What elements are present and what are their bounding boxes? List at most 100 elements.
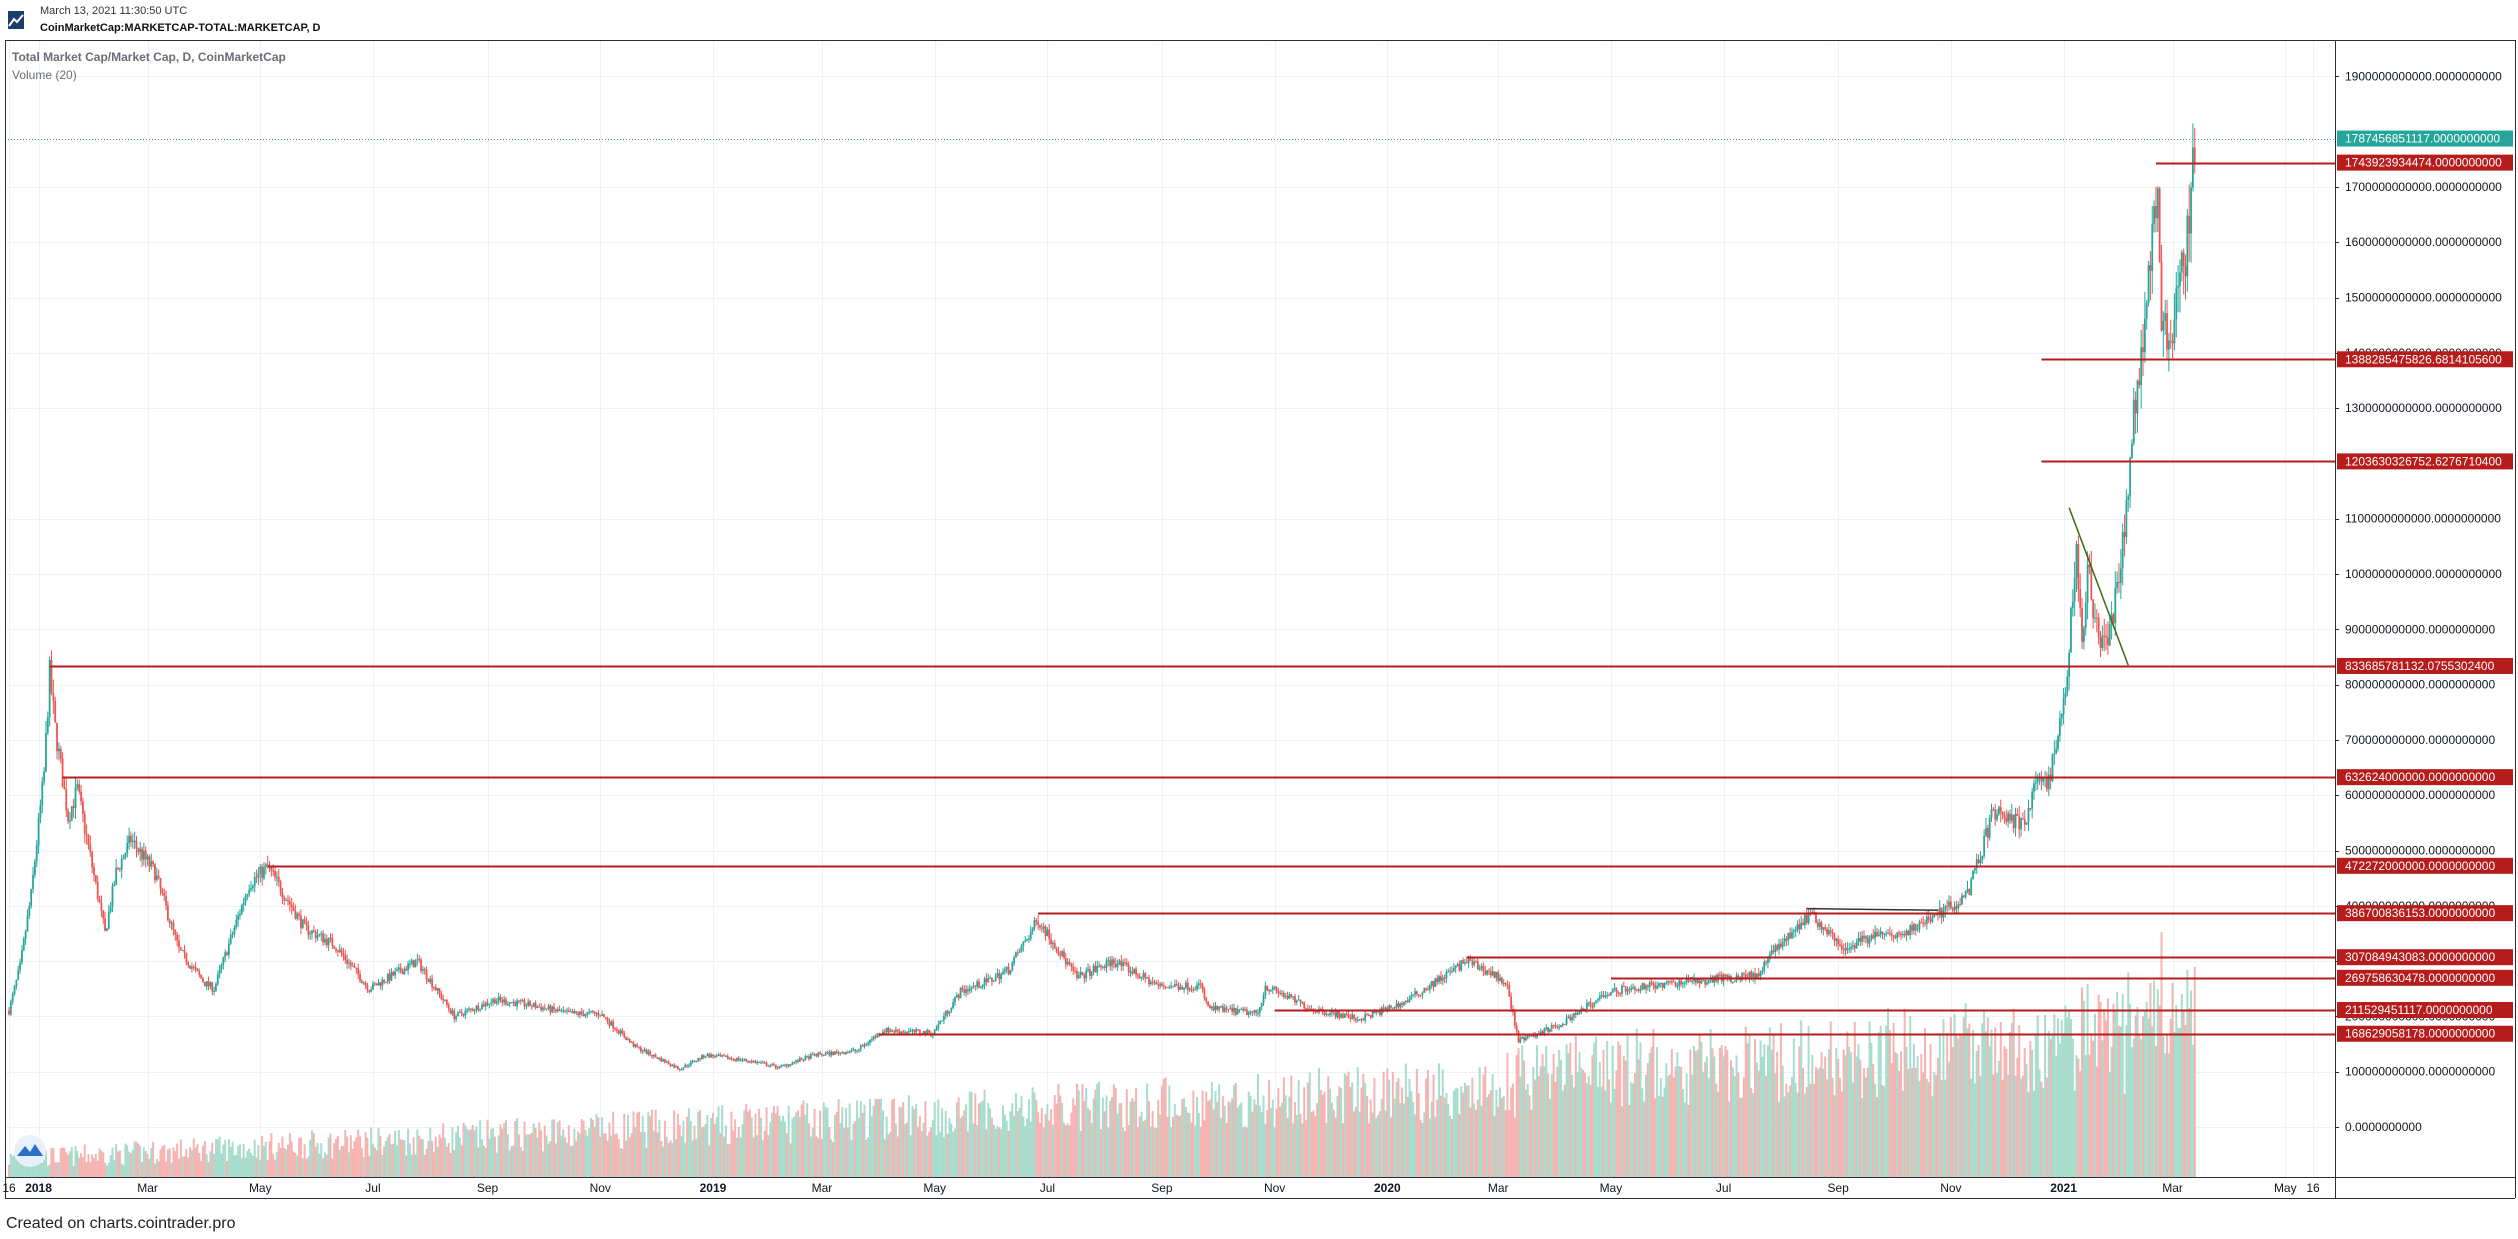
candle-body xyxy=(370,989,373,992)
volume-bar xyxy=(168,1148,171,1177)
volume-bar xyxy=(80,1152,83,1177)
volume-bar xyxy=(1850,1052,1853,1177)
candle-body xyxy=(1513,1012,1516,1026)
volume-bar xyxy=(322,1158,325,1177)
volume-bar xyxy=(362,1157,365,1177)
candle-body xyxy=(1696,978,1699,983)
candle-body xyxy=(137,848,140,853)
candle-body xyxy=(122,857,125,860)
candle-body xyxy=(1384,1007,1387,1010)
candle-body xyxy=(381,979,384,986)
candle-body xyxy=(170,922,173,924)
candle-body xyxy=(791,1062,794,1065)
volume-bar xyxy=(809,1136,812,1177)
candle-body xyxy=(1874,931,1877,939)
volume-bar xyxy=(1269,1108,1272,1177)
volume-bar xyxy=(1164,1077,1167,1177)
volume-bar xyxy=(1377,1114,1380,1177)
candle-body xyxy=(1124,962,1126,964)
candle-body xyxy=(2119,568,2122,583)
volume-bar xyxy=(1922,1072,1925,1177)
candle-body xyxy=(1096,965,1099,973)
candle-body xyxy=(2147,265,2150,303)
volume-bar xyxy=(636,1112,639,1177)
volume-bar xyxy=(1813,1083,1816,1177)
candle-body xyxy=(263,866,265,879)
volume-bar xyxy=(1713,1056,1716,1177)
candle-body xyxy=(673,1064,676,1068)
candle-body xyxy=(1327,1013,1330,1015)
candle-body xyxy=(2053,753,2056,755)
volume-bar xyxy=(1369,1099,1372,1177)
candle-body xyxy=(861,1045,864,1047)
candle-body xyxy=(1482,966,1485,972)
volume-bar xyxy=(482,1145,485,1177)
candle-body xyxy=(817,1052,820,1057)
candle-body xyxy=(656,1057,659,1060)
volume-bar xyxy=(1948,1061,1951,1177)
candle-body xyxy=(1802,922,1804,925)
candle-body xyxy=(2051,754,2054,781)
candle-body xyxy=(1231,1007,1234,1012)
volume-bar xyxy=(1504,1110,1507,1177)
volume-bar xyxy=(368,1155,371,1177)
volume-bar xyxy=(1018,1108,1021,1177)
volume-bar xyxy=(1321,1094,1324,1177)
volume-bar xyxy=(292,1151,295,1177)
volume-bar xyxy=(2086,983,2089,1177)
candle-body xyxy=(1864,936,1867,939)
candle-body xyxy=(529,1001,531,1007)
volume-bar xyxy=(1105,1095,1108,1177)
candle-body xyxy=(1996,814,1998,820)
candle-body xyxy=(2014,813,2017,829)
candle-body xyxy=(894,1029,897,1032)
volume-bar xyxy=(1624,1060,1627,1177)
volume-bar xyxy=(61,1147,64,1177)
volume-bar xyxy=(1196,1096,1199,1177)
candle-body xyxy=(767,1065,770,1067)
candle-body xyxy=(1563,1023,1566,1025)
candle-body xyxy=(795,1060,797,1063)
volume-bar xyxy=(2114,1009,2117,1177)
level-price-tag: 269758630478.0000000000 xyxy=(2345,971,2495,985)
candle-body xyxy=(778,1066,781,1068)
volume-bar xyxy=(1177,1116,1180,1177)
volume-bar xyxy=(431,1140,434,1177)
volume-bar xyxy=(98,1148,101,1177)
volume-bar xyxy=(1393,1098,1396,1177)
volume-bar xyxy=(826,1107,829,1177)
volume-bar xyxy=(1781,1065,1784,1177)
volume-bar xyxy=(870,1116,873,1177)
candle-body xyxy=(1480,966,1483,969)
candle-body xyxy=(2025,822,2028,825)
candle-body xyxy=(952,1002,955,1009)
volume-bar xyxy=(1587,1075,1590,1177)
volume-bar xyxy=(649,1116,652,1177)
candle-body xyxy=(1236,1009,1239,1015)
volume-bar xyxy=(1406,1096,1409,1177)
candle-body xyxy=(1003,969,1006,972)
candle-body xyxy=(141,848,143,860)
volume-bar xyxy=(928,1131,931,1177)
price-chart[interactable]: 0.0000000000100000000000.000000000020000… xyxy=(0,40,2518,1208)
candle-body xyxy=(1268,990,1270,992)
candle-body xyxy=(146,856,149,860)
volume-bar xyxy=(907,1095,910,1177)
volume-bar xyxy=(578,1133,581,1177)
volume-bar xyxy=(1111,1096,1114,1177)
volume-bar xyxy=(1960,1033,1963,1177)
volume-bar xyxy=(453,1150,456,1177)
x-tick-label: Nov xyxy=(1264,1181,1285,1195)
candle-body xyxy=(1628,989,1631,991)
volume-bar xyxy=(493,1136,496,1177)
volume-bar xyxy=(909,1135,912,1177)
candle-body xyxy=(1933,913,1936,917)
candle-body xyxy=(1863,935,1865,939)
candle-body xyxy=(1397,1003,1400,1008)
volume-bar xyxy=(1247,1091,1250,1177)
candle-body xyxy=(2145,302,2148,319)
candle-body xyxy=(1781,941,1784,947)
candle-body xyxy=(854,1049,857,1052)
candle-body xyxy=(516,1000,518,1007)
volume-bar xyxy=(1802,1067,1805,1177)
